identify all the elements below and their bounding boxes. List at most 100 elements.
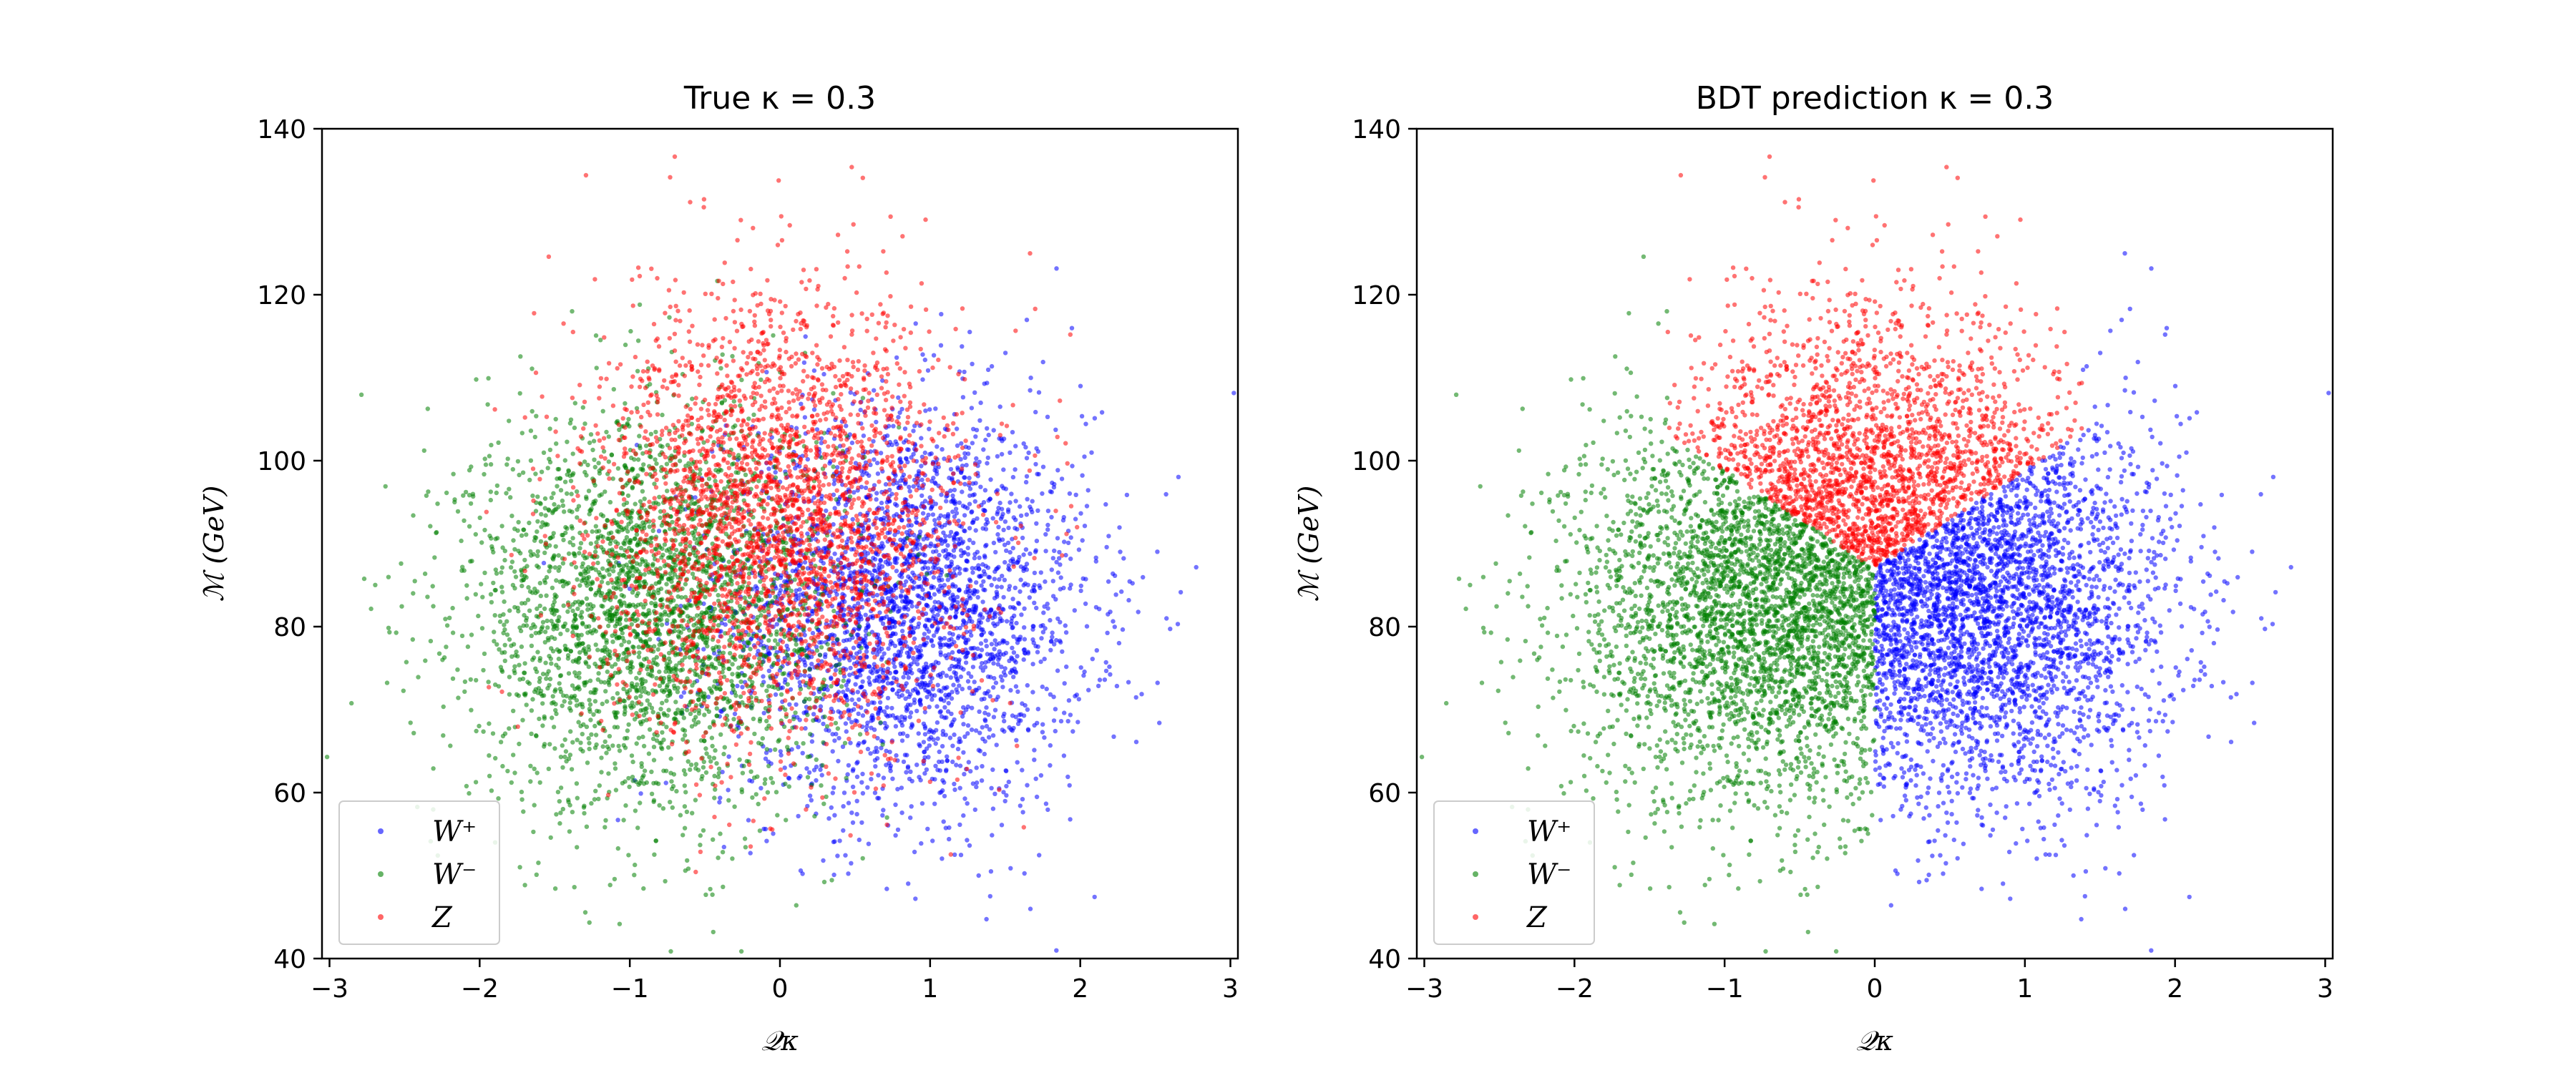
point-wplus xyxy=(1025,683,1030,687)
point-wplus xyxy=(932,353,936,358)
point-wminus xyxy=(685,858,689,863)
point-wplus xyxy=(874,420,878,424)
point-wminus xyxy=(570,473,575,477)
point-wplus xyxy=(1030,627,1035,632)
point-wplus xyxy=(886,681,890,685)
point-wminus xyxy=(760,683,764,687)
point-wplus xyxy=(992,541,996,545)
point-wminus xyxy=(528,764,532,768)
point-wplus xyxy=(965,838,969,842)
point-wplus xyxy=(905,734,909,738)
point-wplus xyxy=(1048,692,1053,697)
point-wplus xyxy=(921,511,925,515)
point-wminus xyxy=(945,573,949,577)
point-wplus xyxy=(955,595,960,599)
point-wplus xyxy=(909,710,913,715)
point-wminus xyxy=(411,731,416,735)
point-wminus xyxy=(535,589,540,594)
point-wplus xyxy=(935,444,939,449)
point-wplus xyxy=(894,442,899,446)
point-wplus xyxy=(1015,760,1020,765)
point-wplus xyxy=(783,765,787,770)
point-wplus xyxy=(1035,509,1040,513)
point-wplus xyxy=(922,632,927,636)
point-wplus xyxy=(977,567,981,571)
point-wplus xyxy=(959,548,963,552)
point-wminus xyxy=(451,677,455,681)
point-wminus xyxy=(539,594,543,598)
point-wplus xyxy=(954,671,958,675)
point-wminus xyxy=(511,538,515,542)
point-wplus xyxy=(942,780,946,785)
point-wplus xyxy=(880,616,884,620)
point-wplus xyxy=(945,552,950,557)
point-wplus xyxy=(1085,624,1089,628)
point-wplus xyxy=(831,873,836,877)
point-wminus xyxy=(794,741,799,745)
point-wplus xyxy=(912,484,916,489)
point-wplus xyxy=(931,644,935,648)
point-wminus xyxy=(716,856,720,860)
point-wminus xyxy=(630,700,634,705)
point-wplus xyxy=(935,768,940,772)
point-wplus xyxy=(952,536,956,540)
point-wminus xyxy=(688,768,692,772)
point-wplus xyxy=(989,607,993,612)
point-wminus xyxy=(557,821,562,825)
point-wminus xyxy=(651,710,655,714)
point-wplus xyxy=(1043,549,1048,553)
point-wplus xyxy=(964,600,968,604)
point-wminus xyxy=(485,402,489,406)
point-wminus xyxy=(683,582,688,586)
point-wplus xyxy=(841,613,846,617)
point-wplus xyxy=(960,489,964,494)
point-wplus xyxy=(1018,577,1023,582)
point-wplus xyxy=(958,763,962,768)
point-wplus xyxy=(1118,549,1122,554)
point-wminus xyxy=(514,574,518,579)
point-wplus xyxy=(849,861,853,866)
point-wminus xyxy=(660,553,665,557)
point-wplus xyxy=(930,838,935,843)
point-wminus xyxy=(462,519,466,523)
point-wplus xyxy=(1017,602,1021,606)
point-wminus xyxy=(612,585,616,589)
point-wplus xyxy=(1019,514,1023,518)
point-wplus xyxy=(1121,556,1126,560)
point-wminus xyxy=(549,661,553,665)
point-wplus xyxy=(937,790,942,795)
point-wplus xyxy=(1013,667,1017,671)
point-wplus xyxy=(954,763,958,767)
point-wminus xyxy=(710,690,714,695)
point-wplus xyxy=(940,760,944,764)
point-wminus xyxy=(435,501,439,506)
point-wplus xyxy=(1001,528,1005,532)
point-wminus xyxy=(570,810,575,814)
point-wminus xyxy=(423,572,427,576)
point-wplus xyxy=(974,785,978,789)
point-wplus xyxy=(733,712,737,716)
point-wplus xyxy=(917,743,921,747)
point-wplus xyxy=(998,404,1002,408)
point-wminus xyxy=(599,604,603,608)
point-wplus xyxy=(933,406,937,411)
point-wminus xyxy=(613,725,617,729)
point-wplus xyxy=(990,642,994,646)
point-wplus xyxy=(991,661,995,665)
point-wminus xyxy=(605,518,609,522)
point-wplus xyxy=(917,682,922,687)
point-wplus xyxy=(701,647,706,651)
point-wplus xyxy=(985,426,989,431)
point-wplus xyxy=(872,750,877,754)
point-wminus xyxy=(499,570,503,574)
point-wplus xyxy=(937,516,941,521)
point-wplus xyxy=(927,705,932,709)
point-wminus xyxy=(385,680,389,685)
point-wplus xyxy=(917,622,921,626)
point-wplus xyxy=(966,679,970,683)
point-wplus xyxy=(947,476,951,480)
point-wplus xyxy=(1086,688,1091,692)
point-wplus xyxy=(1074,493,1078,497)
point-wplus xyxy=(718,795,722,800)
